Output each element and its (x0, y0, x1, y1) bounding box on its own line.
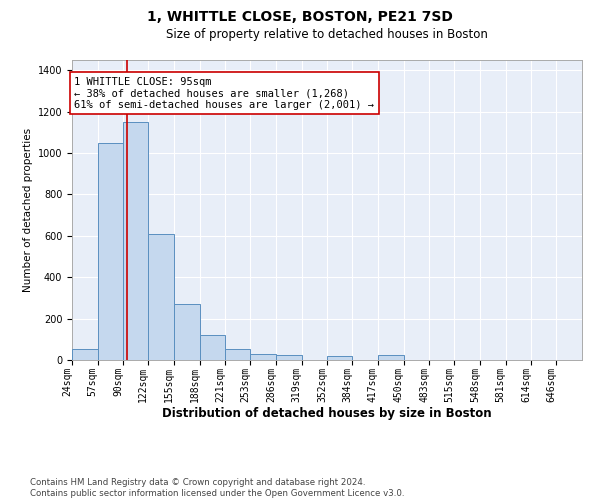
Title: Size of property relative to detached houses in Boston: Size of property relative to detached ho… (166, 28, 488, 41)
Bar (328, 356, 352, 360)
Bar (200, 335, 226, 360)
Y-axis label: Number of detached properties: Number of detached properties (23, 128, 34, 292)
Bar (226, 348, 250, 360)
Bar (124, 122, 148, 360)
Bar (378, 355, 404, 360)
X-axis label: Distribution of detached houses by size in Boston: Distribution of detached houses by size … (162, 407, 492, 420)
Bar (250, 354, 276, 360)
Text: Contains HM Land Registry data © Crown copyright and database right 2024.
Contai: Contains HM Land Registry data © Crown c… (30, 478, 404, 498)
Bar (72, 348, 98, 360)
Bar (276, 355, 302, 360)
Bar (98, 143, 124, 360)
Text: 1 WHITTLE CLOSE: 95sqm
← 38% of detached houses are smaller (1,268)
61% of semi-: 1 WHITTLE CLOSE: 95sqm ← 38% of detached… (74, 76, 374, 110)
Text: 1, WHITTLE CLOSE, BOSTON, PE21 7SD: 1, WHITTLE CLOSE, BOSTON, PE21 7SD (147, 10, 453, 24)
Bar (174, 304, 200, 360)
Bar (148, 234, 174, 360)
